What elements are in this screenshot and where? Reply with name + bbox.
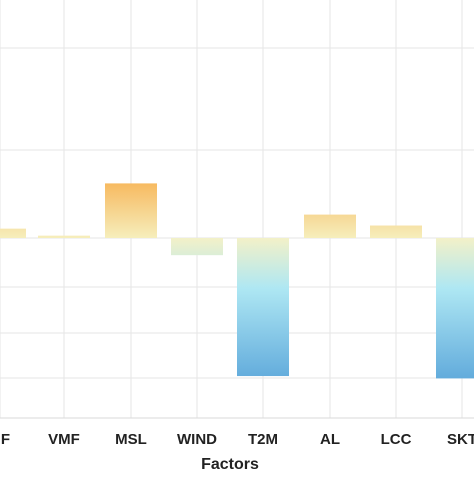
bar-lcc	[370, 225, 422, 238]
bar-wind	[171, 238, 223, 256]
x-tick-label: LCC	[381, 431, 412, 448]
bar-t2m	[237, 238, 289, 377]
x-tick-label: VMF	[48, 431, 80, 448]
x-tick-label: HF	[0, 431, 10, 448]
bar-msl	[105, 183, 157, 238]
x-tick-label: AL	[320, 431, 340, 448]
x-tick-label: MSL	[115, 431, 147, 448]
bars	[0, 183, 474, 379]
bar-skt	[436, 238, 474, 379]
x-tick-label: T2M	[248, 431, 278, 448]
x-tick-label: WIND	[177, 431, 217, 448]
bar-al	[304, 214, 356, 238]
bar-hf	[0, 228, 26, 238]
x-tick-label: SKT	[447, 431, 474, 448]
bar-vmf	[38, 235, 90, 238]
x-axis-title: Factors	[201, 456, 259, 473]
x-tick-labels: HF VMF MSL WIND T2M AL LCC SKT	[0, 431, 474, 448]
